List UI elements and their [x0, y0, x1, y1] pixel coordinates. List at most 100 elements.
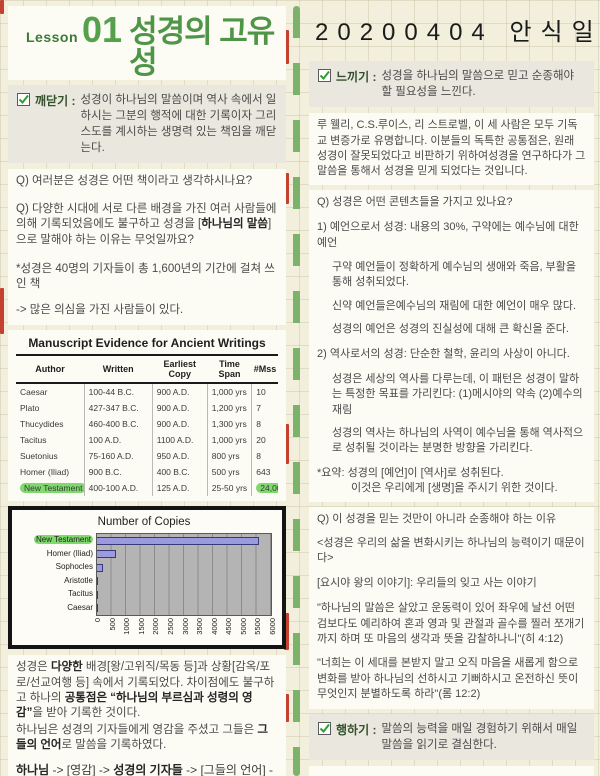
chart-category-label: Homer (Iliad) [16, 547, 96, 561]
table-cell: 427-347 B.C. [83, 400, 153, 417]
table-cell-value: Homer (Iliad) [20, 467, 70, 478]
table-cell-value: 1,300 yrs [211, 419, 247, 430]
table-cell: 643 [251, 464, 278, 481]
page-title: 성경의 고유성 [129, 14, 275, 80]
red-edge-mark [0, 0, 4, 14]
text-segment: 을 받아 기록한 것이다. [32, 707, 141, 720]
table-cell-value: 8 [256, 419, 261, 430]
chart-category-label: Tacitus [16, 587, 96, 601]
chart-category-text: Tacitus [68, 589, 93, 599]
table-cell-value: 10 [256, 387, 266, 398]
table-cell-value: 900 A.D. [156, 419, 190, 430]
chart-bar-row [97, 561, 271, 575]
table-cell: 75-160 A.D. [83, 448, 153, 465]
act-label: 행하기 : [336, 722, 377, 737]
chart-bar-row [97, 575, 271, 589]
josiah-story: [요시야 왕의 이야기]: 우리들의 잊고 사는 이야기 [317, 576, 537, 589]
table-cell-value: 900 A.D. [156, 387, 190, 398]
text-segment: Q) 다양한 시대에 서로 다른 배경을 가진 여러 사람들에 의해 기록되었음… [16, 202, 277, 231]
text-segment: 다양한 [50, 661, 83, 674]
text-segment: -> [영감] -> [49, 762, 114, 776]
act-box: 행하기 : 말씀의 능력을 매일 경험하기 위해서 매일 말씀을 읽기로 결심한… [309, 713, 594, 760]
manuscript-table: Author Written Earliest Copy Time Span #Mss … [16, 354, 278, 497]
red-edge-mark [284, 694, 289, 722]
inspiration-panel: 성경은 다양한 배경[왕/고위직/목동 등]과 상황[감옥/포로/선교여행 등]… [8, 655, 286, 776]
table-cell-value: Tacitus [20, 435, 47, 446]
chart-ticks: 0 500 1000 1500 2000 2500 3000 3500 4000 4500 5000… [93, 616, 277, 643]
table-header-cell: Earliest Copy [152, 354, 208, 385]
chart-category-text: Sophocles [55, 562, 93, 572]
summary-line-2: 이것은 우리에게 [생명]을 주시기 위한 것이다. [351, 482, 558, 495]
chart-area [96, 533, 272, 617]
text-segment: ]으로 말해야 하는 이유는 무엇일까요? [16, 218, 272, 246]
chart-bar-row [97, 548, 271, 562]
table-row: Caesar 100-44 B.C. 900 A.D. 1,000 yrs 10 [16, 383, 278, 401]
chart-category-label: Caesar [16, 601, 96, 615]
act-text: 말씀의 능력을 매일 경험하기 위해서 매일 말씀을 읽기로 결심한다. [381, 722, 578, 751]
table-cell: 400-100 A.D. [83, 480, 153, 497]
lesson-number: 01 [82, 9, 123, 50]
table-row: Suetonius 75-160 A.D. 950 A.D. 800 yrs 8 [16, 448, 278, 465]
checkbox-checked-icon [318, 69, 331, 82]
question-2: Q) 다양한 시대에 서로 다른 배경을 가진 여러 사람들에 의해 기록되었음… [16, 202, 278, 248]
axis-tick-label: 5000 [238, 618, 248, 635]
chart-category-text: Aristotle [64, 575, 93, 585]
table-cell-value: Suetonius [20, 451, 58, 462]
table-cell: 400 B.C. [151, 464, 208, 481]
table-cell-value: 900 B.C. [88, 467, 122, 478]
axis-tick-label: 6000 [268, 618, 277, 635]
table-cell-value: Thucydides [20, 419, 64, 430]
prophecy-sub-2: 신약 예언들은예수님의 재림에 대한 예언이 매우 많다. [332, 299, 577, 312]
axis-tick-label: 3000 [180, 618, 190, 635]
table-cell-value: 8 [256, 451, 261, 462]
axis-tick-label: 2000 [151, 618, 161, 635]
table-cell-value: 75-160 A.D. [88, 451, 134, 462]
paragraph-inspiration: 하나님은 성경의 기자들에게 영감을 주셨고 그들은 그들의 언어로 말씀을 기… [16, 723, 278, 754]
feel-text: 성경을 하나님의 말씀으로 믿고 순종해야 할 필요성을 느낀다. [381, 70, 575, 99]
table-cell: 24,000 [251, 480, 278, 497]
table-cell: 950 A.D. [151, 448, 208, 465]
table-cell: 100-44 B.C. [83, 383, 153, 401]
flow-line: 하나님 -> [영감] -> 성경의 기자들 -> [그들의 언어] -> 성경 [16, 762, 278, 776]
summary-line-1: *요약: 성경의 [예언]이 [역사]로 성취된다. [317, 466, 504, 479]
table-cell: 1100 A.D. [151, 432, 208, 449]
table-panel: Manuscript Evidence for Ancient Writings… [8, 330, 286, 502]
table-cell-value: 1100 A.D. [156, 435, 194, 446]
column-divider [293, 6, 300, 776]
chart-bar-row [97, 588, 271, 602]
red-edge-mark [284, 30, 289, 64]
feel-label: 느끼기 : [336, 70, 377, 84]
table-cell: 7 [251, 400, 278, 417]
axis-tick-label: 2500 [165, 618, 175, 635]
table-row: Thucydides 460-400 B.C. 900 A.D. 1,300 yrs 8 [16, 416, 278, 433]
chart-category-label: Sophocles [16, 560, 96, 574]
checkbox-checked-icon [318, 721, 331, 735]
verse-rom-12-2: "너희는 이 세대를 본받지 말고 오직 마음을 새롭게 함으로 변화를 받아 … [317, 657, 579, 701]
obedience-panel: Q) 이 성경을 믿는 것만이 아니라 순종해야 하는 이유 <성경은 우리의 … [309, 506, 594, 709]
table-cell: 1,300 yrs [206, 416, 252, 433]
question-1: Q) 여러분은 성경은 어떤 책이라고 생각하시나요? [16, 175, 253, 188]
history-sub-2: 성경의 역사는 하나님의 사역이 예수님을 통해 역사적으로 성취될 것이라는 … [332, 427, 584, 455]
table-cell: Suetonius [16, 448, 84, 464]
questions-panel: 언제? 얼마나? 어떻게? [309, 765, 594, 776]
table-cell: 900 A.D. [151, 400, 208, 417]
realize-label: 깨닫기 : [35, 94, 76, 108]
lesson-label: Lesson [26, 29, 79, 45]
table-cell: New Testament [16, 480, 85, 496]
table-header-cell: #Mss [251, 354, 278, 385]
table-cell-value: Plato [20, 403, 40, 414]
table-cell-value: 25-50 yrs [211, 483, 248, 494]
table-cell: 8 [251, 448, 278, 465]
realize-box: 깨닫기 : 성경이 하나님의 말씀이며 역사 속에서 일하시는 그분의 행적에 … [8, 85, 286, 164]
table-row: Plato 427-347 B.C. 900 A.D. 1,200 yrs 7 [16, 400, 278, 417]
table-cell-value: New Testament [20, 483, 85, 494]
text-segment: 성경은 [16, 661, 51, 674]
table-cell-value: 800 yrs [211, 451, 240, 462]
point-power: <성경은 우리의 삶을 변화시키는 하나님의 능력이기 때문이다> [317, 537, 585, 565]
table-cell: 125 A.D. [151, 480, 208, 497]
table-cell-value: 125 A.D. [156, 483, 190, 494]
text-segment: -> [그들의 언어] -> [186, 762, 274, 776]
table-cell-value: 7 [256, 403, 261, 414]
table-cell: 900 A.D. [151, 416, 208, 433]
